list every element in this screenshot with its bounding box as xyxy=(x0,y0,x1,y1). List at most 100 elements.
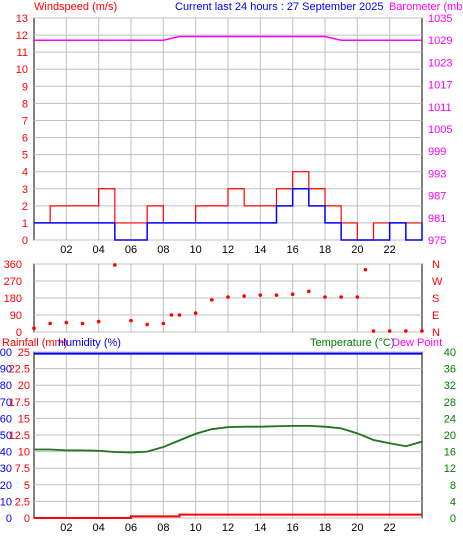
x-tick-label-bottom: 22 xyxy=(384,522,396,534)
baro-y-tick-label: 999 xyxy=(428,146,446,158)
direction-point xyxy=(387,329,392,333)
direction-point xyxy=(226,295,230,299)
temperature-y-tick-label: 24 xyxy=(444,413,456,425)
direction-y-tick-label: 270 xyxy=(4,276,22,288)
dewpoint-series xyxy=(34,425,423,453)
x-tick-label-bottom: 08 xyxy=(157,522,169,534)
temperature-y-tick-label: 40 xyxy=(444,347,456,359)
x-tick-label-bottom: 06 xyxy=(125,522,137,534)
direction-y-tick-label: 90 xyxy=(10,310,22,322)
temperature-y-tick-label: 20 xyxy=(444,430,456,442)
wind-average-series xyxy=(34,188,423,241)
rain-y-tick-label: 25 xyxy=(18,347,30,359)
barometer-title: Barometer (mb) xyxy=(389,1,463,13)
direction-point xyxy=(323,295,327,299)
x-tick-label-top: 16 xyxy=(287,244,299,256)
x-tick-label-bottom: 02 xyxy=(60,522,72,534)
humidity-title: Humidity (%) xyxy=(58,337,121,349)
temperature-y-tick-label: 16 xyxy=(444,447,456,459)
x-tick-label-top: 14 xyxy=(254,244,266,256)
x-tick-label-top: 12 xyxy=(222,244,234,256)
rain-y-tick-label: 17.5 xyxy=(9,397,30,409)
chart-title: Current last 24 hours : 27 September 202… xyxy=(175,1,384,13)
x-tick-label-bottom: 04 xyxy=(93,522,105,534)
baro-y-tick-label: 1029 xyxy=(428,35,452,47)
x-tick-label-top: 10 xyxy=(190,244,202,256)
windspeed-title: Windspeed (m/s) xyxy=(34,1,117,13)
compass-tick-label: N xyxy=(432,327,440,339)
baro-y-tick-label: 981 xyxy=(428,213,446,225)
direction-point xyxy=(404,329,408,333)
temperature-y-tick-label: 32 xyxy=(444,380,456,392)
x-tick-label-bottom: 18 xyxy=(319,522,331,534)
humidity-y-tick-label: 90 xyxy=(0,364,12,376)
humidity-y-tick-label: 40 xyxy=(0,447,12,459)
direction-point xyxy=(177,313,182,317)
humidity-y-tick-label: 100 xyxy=(0,347,12,359)
baro-y-tick-label: 1035 xyxy=(428,13,452,25)
humidity-y-tick-label: 70 xyxy=(0,397,12,409)
direction-y-tick-label: 360 xyxy=(4,259,22,271)
baro-y-tick-label: 1005 xyxy=(428,124,452,136)
wind-y-tick-label: 9 xyxy=(22,81,28,93)
rainfall-title: Rainfall (mm) xyxy=(2,337,67,349)
barometer-series xyxy=(34,35,422,41)
rain-y-tick-label: 2.5 xyxy=(15,496,30,508)
direction-point xyxy=(161,321,166,326)
baro-y-tick-label: 975 xyxy=(428,235,446,247)
temperature-y-tick-label: 0 xyxy=(450,513,456,525)
compass-tick-label: E xyxy=(432,310,439,322)
baro-y-tick-label: 1023 xyxy=(428,57,452,69)
direction-point xyxy=(32,326,36,331)
x-tick-label-top: 08 xyxy=(157,244,169,256)
direction-point xyxy=(64,320,69,325)
humidity-y-tick-label: 50 xyxy=(0,430,12,442)
humidity-y-tick-label: 10 xyxy=(0,496,12,508)
humidity-y-tick-label: 60 xyxy=(0,413,12,425)
x-tick-label-top: 02 xyxy=(60,244,72,256)
baro-y-tick-label: 1017 xyxy=(428,80,452,92)
x-tick-label-bottom: 14 xyxy=(254,522,266,534)
x-tick-label-top: 22 xyxy=(384,244,396,256)
rain-y-tick-label: 12.5 xyxy=(9,430,30,442)
rain-y-tick-label: 15 xyxy=(18,413,30,425)
compass-tick-label: S xyxy=(432,293,439,305)
x-tick-label-bottom: 16 xyxy=(287,522,299,534)
temperature-y-tick-label: 8 xyxy=(450,480,456,492)
compass-tick-label: N xyxy=(432,259,440,271)
wind-y-tick-label: 5 xyxy=(22,150,28,162)
direction-point xyxy=(363,267,368,272)
wind-y-tick-label: 6 xyxy=(22,133,28,145)
direction-point xyxy=(48,321,52,326)
wind-y-tick-label: 2 xyxy=(22,201,28,213)
direction-point xyxy=(96,319,101,324)
wind-y-tick-label: 4 xyxy=(22,167,28,179)
dewpoint-title: Dew Point xyxy=(392,337,442,349)
baro-y-tick-label: 1011 xyxy=(428,102,452,114)
wind-y-tick-label: 10 xyxy=(16,64,28,76)
direction-point xyxy=(274,293,279,297)
rain-y-tick-label: 20 xyxy=(18,380,30,392)
direction-y-tick-label: 0 xyxy=(16,327,22,339)
x-tick-label-bottom: 10 xyxy=(190,522,202,534)
rainfall-series xyxy=(34,513,422,519)
direction-point xyxy=(290,292,295,297)
x-tick-label-top: 04 xyxy=(93,244,105,256)
direction-point xyxy=(420,329,424,333)
humidity-y-tick-label: 80 xyxy=(0,380,12,392)
direction-point xyxy=(242,294,246,298)
humidity-y-tick-label: 0 xyxy=(6,513,12,525)
x-tick-label-top: 20 xyxy=(351,244,363,256)
direction-point xyxy=(129,318,133,323)
direction-point xyxy=(339,295,343,299)
x-tick-label-top: 18 xyxy=(319,244,331,256)
rain-y-tick-label: 5 xyxy=(24,480,30,492)
wind-y-tick-label: 8 xyxy=(22,98,28,110)
temperature-y-tick-label: 4 xyxy=(450,496,456,508)
x-tick-label-bottom: 20 xyxy=(351,522,363,534)
wind-y-tick-label: 11 xyxy=(17,47,28,59)
temperature-y-tick-label: 36 xyxy=(444,364,456,376)
direction-point xyxy=(145,322,149,327)
direction-point xyxy=(210,298,214,302)
x-tick-label-top: 06 xyxy=(125,244,137,256)
